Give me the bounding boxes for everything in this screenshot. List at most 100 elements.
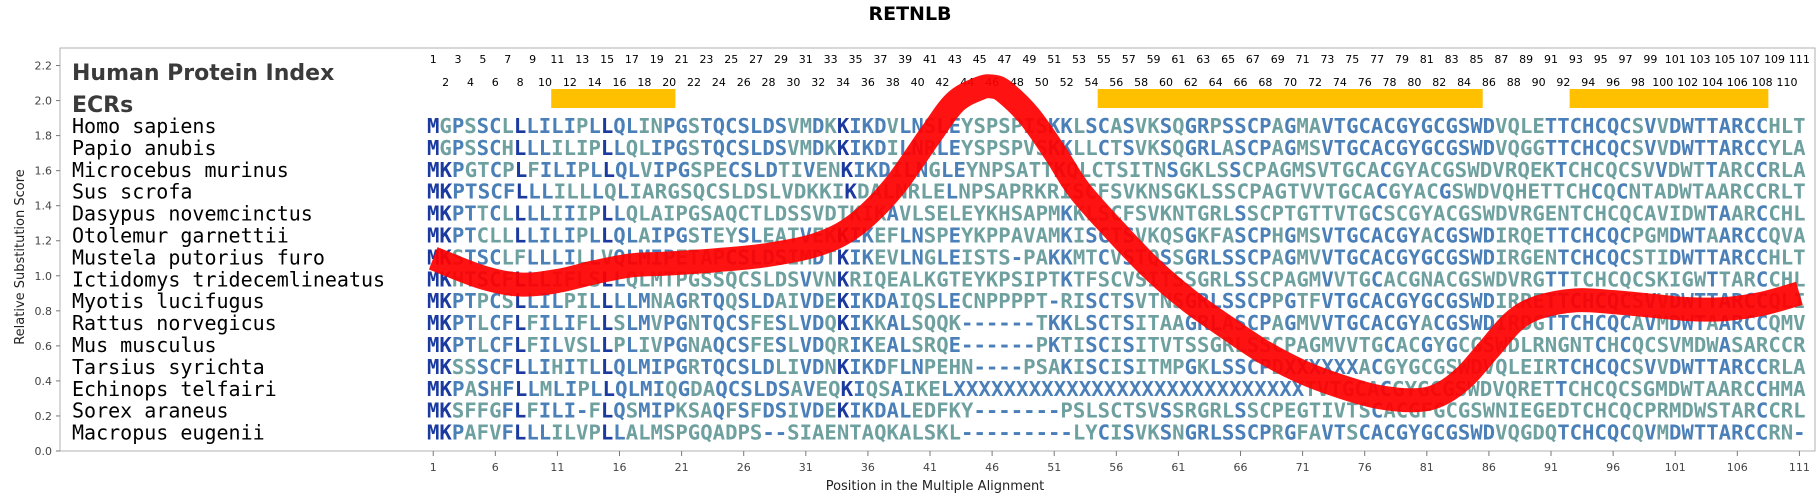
index-number-top: 27 xyxy=(749,53,763,66)
substitution-curve-layer xyxy=(428,74,1803,413)
index-number-bottom: 24 xyxy=(712,76,726,89)
index-number-top: 33 xyxy=(824,53,838,66)
index-number-top: 31 xyxy=(799,53,813,66)
index-number-bottom: 68 xyxy=(1258,76,1272,89)
index-number-bottom: 22 xyxy=(687,76,701,89)
sequence-text: MKPAFVFLLLILVPLLALMSPGQADPS--SIAENTAQKAL… xyxy=(427,421,1806,445)
species-name: Myotis lucifugus xyxy=(72,289,265,313)
y-tick-label: 1.6 xyxy=(35,165,53,178)
species-name: Microcebus murinus xyxy=(72,158,289,182)
x-axis: 1 6 11 16 21 26 31 36 41 46 51 56 61 66 71 76 81 86 91 96 10… xyxy=(430,451,1810,474)
index-number-top: 3 xyxy=(455,53,462,66)
index-number-bottom: 2 xyxy=(442,76,449,89)
y-tick-label: 2.2 xyxy=(35,60,53,73)
index-number-top: 11 xyxy=(550,53,564,66)
x-tick-label: 106 xyxy=(1727,461,1748,474)
index-number-top: 41 xyxy=(923,53,937,66)
index-number-bottom: 94 xyxy=(1581,76,1595,89)
x-tick-label: 46 xyxy=(985,461,999,474)
x-tick-label: 71 xyxy=(1296,461,1310,474)
index-number-top: 1 xyxy=(430,53,437,66)
y-tick-label: 2.0 xyxy=(35,95,53,108)
y-axis-label: Relative Substitution Score xyxy=(13,169,28,345)
sequence-text: MKSSSCFLLIHITLLQLMIPGRTQCSLDLIVDNKIKDFLN… xyxy=(427,355,1806,379)
index-number-bottom: 20 xyxy=(662,76,676,89)
index-number-bottom: 72 xyxy=(1308,76,1322,89)
index-number-top: 87 xyxy=(1494,53,1508,66)
species-name: Macropus eugenii xyxy=(72,421,265,445)
ecr-bar xyxy=(1097,89,1483,108)
index-number-top: 69 xyxy=(1271,53,1285,66)
y-tick-label: 1.0 xyxy=(35,270,53,283)
y-tick-label: 0.6 xyxy=(35,340,53,353)
x-axis-label: Position in the Multiple Alignment xyxy=(826,479,1045,494)
index-number-bottom: 34 xyxy=(836,76,850,89)
sequence-text: MKPTTCLLLLIIIPLLQLAIPGSAQCTLDSSVDTKIKAVL… xyxy=(427,202,1806,226)
index-number-top: 91 xyxy=(1544,53,1558,66)
index-number-top: 23 xyxy=(699,53,713,66)
species-name: Mus musculus xyxy=(72,333,217,357)
chart-title: RETNLB xyxy=(868,3,951,25)
index-number-top: 101 xyxy=(1665,53,1686,66)
index-number-bottom: 38 xyxy=(886,76,900,89)
sequence-text: MGPSSCLLLILIPLLQLINPGSTQCSLDSVMDKKIKDVLN… xyxy=(427,114,1806,138)
x-tick-label: 76 xyxy=(1358,461,1372,474)
index-number-top: 65 xyxy=(1221,53,1235,66)
species-name: Dasypus novemcinctus xyxy=(72,202,313,226)
index-number-bottom: 10 xyxy=(538,76,552,89)
index-number-top: 49 xyxy=(1022,53,1036,66)
index-number-bottom: 30 xyxy=(786,76,800,89)
x-tick-label: 31 xyxy=(799,461,813,474)
index-number-top: 7 xyxy=(504,53,511,66)
index-number-bottom: 60 xyxy=(1159,76,1173,89)
index-number-top: 43 xyxy=(948,53,962,66)
index-number-bottom: 70 xyxy=(1283,76,1297,89)
index-number-bottom: 52 xyxy=(1060,76,1074,89)
index-number-bottom: 108 xyxy=(1752,76,1773,89)
index-number-top: 111 xyxy=(1789,53,1810,66)
x-tick-label: 6 xyxy=(492,461,499,474)
index-number-bottom: 4 xyxy=(467,76,474,89)
index-number-top: 35 xyxy=(848,53,862,66)
index-number-bottom: 36 xyxy=(861,76,875,89)
species-name: Rattus norvegicus xyxy=(72,311,277,335)
x-tick-label: 1 xyxy=(430,461,437,474)
index-number-top: 97 xyxy=(1619,53,1633,66)
sequence-text: MKPTLCFLFILVSLLPLIVPGNAQCSFESLVDQRIKEALS… xyxy=(427,333,1807,357)
index-number-bottom: 98 xyxy=(1631,76,1645,89)
species-name: Papio anubis xyxy=(72,136,217,160)
index-number-top: 5 xyxy=(479,53,486,66)
index-number-top: 51 xyxy=(1047,53,1061,66)
index-number-top: 95 xyxy=(1594,53,1608,66)
y-tick-label: 1.2 xyxy=(35,235,53,248)
index-number-bottom: 80 xyxy=(1407,76,1421,89)
index-number-top: 93 xyxy=(1569,53,1583,66)
sequence-text: MGPSSCHLLLILIPLLQLIPGSTQCSLDSVMDKKIKDILN… xyxy=(427,136,1806,160)
index-number-top: 105 xyxy=(1714,53,1735,66)
index-number-top: 21 xyxy=(675,53,689,66)
x-tick-label: 36 xyxy=(861,461,875,474)
index-number-bottom: 96 xyxy=(1606,76,1620,89)
index-number-bottom: 18 xyxy=(637,76,651,89)
sequence-text: MKPTLCFLFILIFLLSLMVPGNTQCSFESLVDQKIKKALS… xyxy=(427,311,1806,335)
x-tick-label: 111 xyxy=(1789,461,1810,474)
index-number-top: 71 xyxy=(1296,53,1310,66)
index-number-bottom: 32 xyxy=(811,76,825,89)
species-name: Mustela putorius furo xyxy=(72,245,325,269)
index-number-top: 83 xyxy=(1445,53,1459,66)
index-number-top: 89 xyxy=(1519,53,1533,66)
species-name: Homo sapiens xyxy=(72,114,217,138)
index-number-top: 61 xyxy=(1171,53,1185,66)
index-number-bottom: 78 xyxy=(1383,76,1397,89)
index-number-top: 15 xyxy=(600,53,614,66)
index-number-top: 63 xyxy=(1196,53,1210,66)
index-number-top: 59 xyxy=(1147,53,1161,66)
index-number-bottom: 92 xyxy=(1556,76,1570,89)
index-number-top: 99 xyxy=(1643,53,1657,66)
x-tick-label: 11 xyxy=(550,461,564,474)
species-name: Otolemur garnettii xyxy=(72,224,289,248)
index-number-bottom: 106 xyxy=(1727,76,1748,89)
species-name: Tarsius syrichta xyxy=(72,355,265,379)
index-number-bottom: 56 xyxy=(1109,76,1123,89)
y-axis: 0.0 0.2 0.4 0.6 0.8 1.0 1.2 1.4 1.6 1.8 2.0 2.2 xyxy=(35,60,60,458)
